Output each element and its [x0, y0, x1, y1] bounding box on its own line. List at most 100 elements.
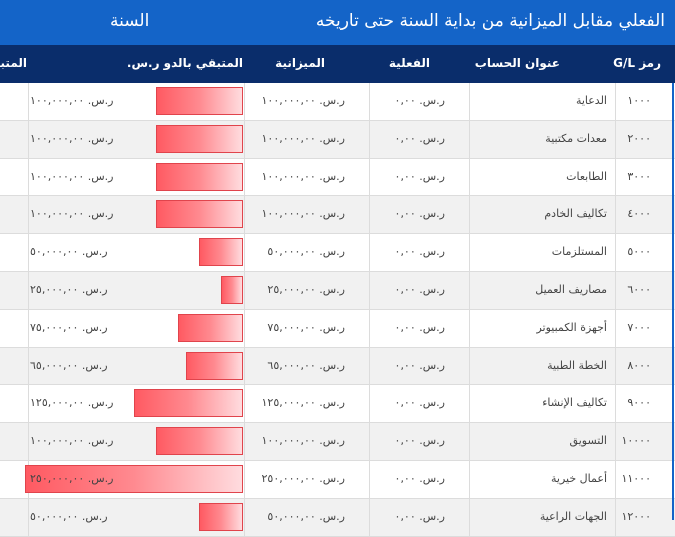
table-row[interactable]: ٣٠٠٠ الطابعات ر.س. ٠,٠٠ ر.س. ١٠٠,٠٠٠,٠٠ ر.س.… — [0, 158, 675, 197]
remaining-value: ر.س. ٧٥,٠٠٠,٠٠ — [30, 320, 108, 334]
cell-divider — [615, 120, 616, 158]
remaining-bar — [25, 464, 243, 493]
data-grid: ١٠٠٠ الدعاية ر.س. ٠,٠٠ ر.س. ١٠٠,٠٠٠,٠٠ ر.س. … — [0, 83, 675, 537]
remaining-bar — [199, 238, 243, 267]
cell-divider — [469, 158, 470, 196]
cell-divider — [244, 460, 245, 498]
remaining-bar — [199, 502, 243, 531]
cell-divider — [469, 234, 470, 271]
table-row[interactable]: ٧٠٠٠ أجهزة الكمبيوتر ر.س. ٠,٠٠ ر.س. ٧٥,٠٠٠,… — [0, 309, 675, 348]
table-row[interactable]: ٢٠٠٠ معدات مكتبية ر.س. ٠,٠٠ ر.س. ١٠٠,٠٠٠,٠٠… — [0, 120, 675, 159]
actual-value: ر.س. ٠,٠٠ — [394, 282, 445, 296]
column-header-remaining[interactable]: المتبقي بالدو ر.س. — [126, 56, 243, 70]
remaining-value: ر.س. ١٠٠,٠٠٠,٠٠ — [30, 207, 114, 221]
cell-divider — [28, 158, 29, 196]
column-header-account[interactable]: عنوان الحساب — [474, 56, 560, 70]
actual-value: ر.س. ٠,٠٠ — [394, 94, 445, 107]
budget-value: ر.س. ٥٠,٠٠٠,٠٠ — [267, 509, 345, 523]
remaining-bar — [156, 427, 243, 456]
table-row[interactable]: ٦٠٠٠ مصاريف العميل ر.س. ٠,٠٠ ر.س. ٢٥,٠٠٠,٠٠… — [0, 271, 675, 310]
cell-divider — [369, 347, 370, 385]
cell-divider — [369, 309, 370, 347]
cell-divider — [615, 460, 616, 498]
cell-divider — [469, 83, 470, 120]
remaining-bar — [156, 87, 243, 115]
account-name: معدات مكتبية — [545, 131, 607, 145]
remaining-value: ر.س. ١٠٠,٠٠٠,٠٠ — [30, 131, 114, 145]
actual-value: ر.س. ٠,٠٠ — [394, 131, 445, 145]
gl-code: ٦٠٠٠ — [627, 282, 651, 296]
budget-value: ر.س. ١٠٠,٠٠٠,٠٠ — [261, 434, 346, 448]
budget-value: ر.س. ٧٥,٠٠٠,٠٠ — [267, 320, 345, 334]
remaining-value: ر.س. ٢٥,٠٠٠,٠٠ — [30, 282, 108, 296]
gl-code: ١١٠٠٠ — [621, 471, 651, 485]
actual-value: ر.س. ٠,٠٠ — [394, 396, 445, 410]
budget-value: ر.س. ١٠٠,٠٠٠,٠٠ — [261, 94, 346, 107]
cell-divider — [615, 309, 616, 347]
remaining-bar — [156, 162, 243, 191]
cell-divider — [369, 196, 370, 234]
column-header-row: رمز G/L عنوان الحساب الفعلية الميزانية ا… — [0, 45, 675, 83]
remaining-bar — [186, 351, 243, 380]
budget-value: ر.س. ٦٥,٠٠٠,٠٠ — [267, 358, 345, 372]
cell-divider — [615, 498, 616, 536]
table-row[interactable]: ٤٠٠٠ تكاليف الخادم ر.س. ٠,٠٠ ر.س. ١٠٠,٠٠٠,٠… — [0, 196, 675, 235]
account-name: الدعاية — [575, 94, 607, 107]
cell-divider — [28, 385, 29, 423]
gl-code: ٤٠٠٠ — [627, 207, 651, 221]
budget-value: ر.س. ٢٥,٠٠٠,٠٠ — [267, 282, 345, 296]
account-name: تكاليف الإنشاء — [542, 396, 607, 410]
column-header-cut[interactable]: المتبق — [0, 56, 27, 70]
table-row[interactable]: ٨٠٠٠ الخطة الطبية ر.س. ٠,٠٠ ر.س. ٦٥,٠٠٠,٠٠ ر… — [0, 347, 675, 386]
cell-divider — [615, 423, 616, 460]
cell-divider — [615, 83, 616, 120]
cell-divider — [615, 271, 616, 309]
cell-divider — [469, 120, 470, 158]
actual-value: ر.س. ٠,٠٠ — [394, 358, 445, 372]
cell-divider — [28, 347, 29, 385]
cell-divider — [369, 271, 370, 309]
actual-value: ر.س. ٠,٠٠ — [394, 320, 445, 334]
budget-value: ر.س. ١٠٠,٠٠٠,٠٠ — [261, 131, 346, 145]
gl-code: ٣٠٠٠ — [627, 169, 651, 183]
cell-divider — [369, 120, 370, 158]
cell-divider — [615, 234, 616, 271]
table-row[interactable]: ١٢٠٠٠ الجهات الراعية ر.س. ٠,٠٠ ر.س. ٥٠,٠٠٠,… — [0, 498, 675, 537]
gl-code: ٥٠٠٠ — [627, 245, 651, 259]
cell-divider — [369, 234, 370, 271]
remaining-bar — [221, 275, 243, 304]
table-row[interactable]: ٥٠٠٠ المستلزمات ر.س. ٠,٠٠ ر.س. ٥٠,٠٠٠,٠٠ ر.س… — [0, 234, 675, 272]
cell-divider — [28, 271, 29, 309]
column-header-budget[interactable]: الميزانية — [275, 56, 325, 70]
account-name: أجهزة الكمبيوتر — [536, 320, 607, 334]
period-label: السنة — [110, 11, 150, 31]
cell-divider — [469, 460, 470, 498]
remaining-value: ر.س. ١٠٠,٠٠٠,٠٠ — [30, 169, 114, 183]
cell-divider — [369, 460, 370, 498]
remaining-bar — [156, 200, 243, 229]
gl-code: ٨٠٠٠ — [627, 358, 651, 372]
cell-divider — [469, 498, 470, 536]
cell-divider — [28, 83, 29, 120]
table-row[interactable]: ٩٠٠٠ تكاليف الإنشاء ر.س. ٠,٠٠ ر.س. ١٢٥,٠٠٠,… — [0, 385, 675, 424]
actual-value: ر.س. ٠,٠٠ — [394, 509, 445, 523]
cell-divider — [615, 385, 616, 423]
budget-value: ر.س. ١٠٠,٠٠٠,٠٠ — [261, 207, 346, 221]
cell-divider — [28, 120, 29, 158]
cell-divider — [469, 347, 470, 385]
column-header-actual[interactable]: الفعلية — [388, 56, 430, 70]
cell-divider — [244, 158, 245, 196]
column-header-gl[interactable]: رمز G/L — [613, 56, 661, 70]
remaining-value: ر.س. ٥٠,٠٠٠,٠٠ — [30, 245, 108, 259]
table-row[interactable]: ١١٠٠٠ أعمال خيرية ر.س. ٠,٠٠ ر.س. ٢٥٠,٠٠٠,٠٠… — [0, 460, 675, 499]
cell-divider — [28, 196, 29, 234]
account-name: مصاريف العميل — [535, 282, 607, 296]
table-row[interactable]: ١٠٠٠٠ التسويق ر.س. ٠,٠٠ ر.س. ١٠٠,٠٠٠,٠٠ ر.س.… — [0, 423, 675, 461]
cell-divider — [244, 423, 245, 460]
remaining-value: ر.س. ١٢٥,٠٠٠,٠٠ — [30, 396, 114, 410]
cell-divider — [244, 385, 245, 423]
account-name: الخطة الطبية — [547, 358, 607, 372]
table-row[interactable]: ١٠٠٠ الدعاية ر.س. ٠,٠٠ ر.س. ١٠٠,٠٠٠,٠٠ ر.س. … — [0, 83, 675, 121]
cell-divider — [244, 498, 245, 536]
remaining-value: ر.س. ٦٥,٠٠٠,٠٠ — [30, 358, 108, 372]
